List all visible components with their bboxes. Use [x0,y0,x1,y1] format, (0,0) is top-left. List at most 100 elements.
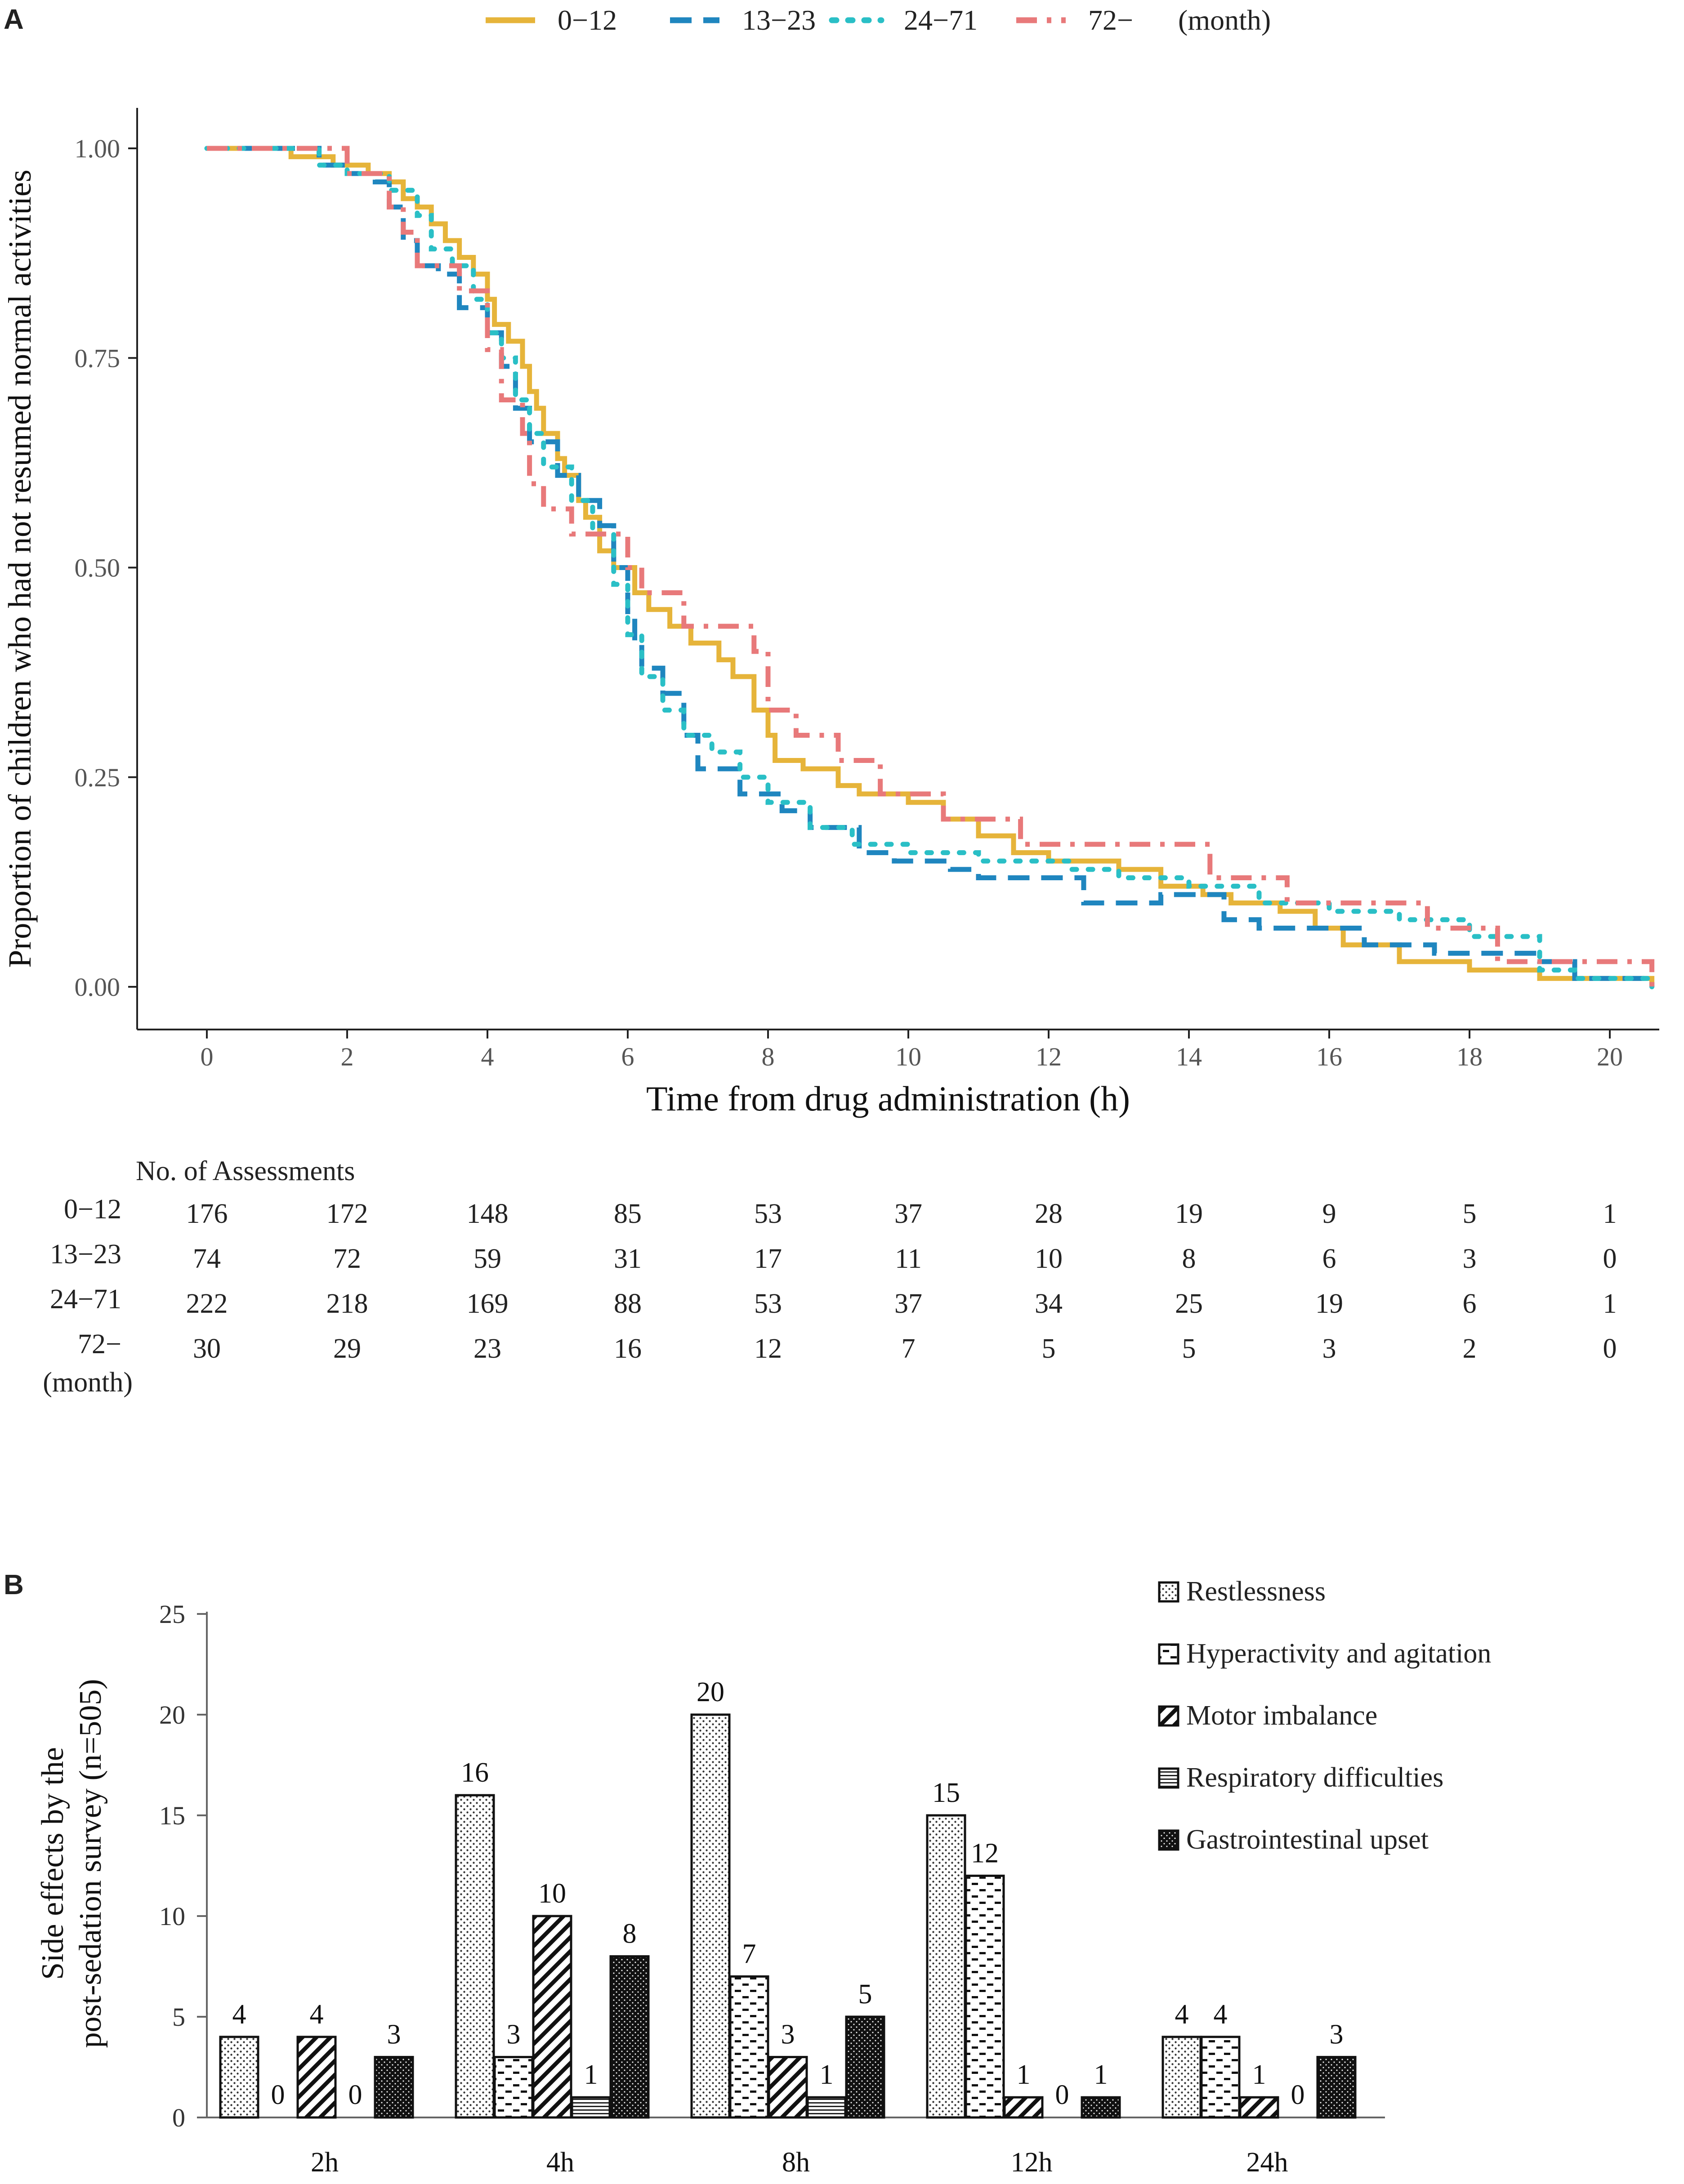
risk-table-title: No. of Assessments [136,1156,355,1186]
km-legend: 0−12 13−23 24−71 72− (month) [486,4,1271,36]
risk-cell: 5 [1463,1199,1477,1229]
y-tick-label: 1.00 [75,134,121,163]
bar-3 [806,2096,847,2119]
bar-4 [1081,2096,1121,2119]
bar-2 [1003,2096,1044,2119]
x-tick-label: 18 [1456,1042,1483,1071]
bar-legend-label-3: Respiratory difficulties [1186,1762,1443,1793]
bar-4 [845,2015,885,2119]
risk-cell: 53 [754,1288,782,1319]
x-tick-label: 10 [895,1042,921,1071]
bar-0 [690,1713,731,2119]
bar-y-tick-label: 0 [172,2103,185,2132]
bar-legend-swatch-4 [1158,1829,1179,1851]
risk-cell: 1 [1603,1288,1617,1319]
y-tick-label: 0.75 [75,343,121,373]
risk-cell: 5 [1042,1333,1056,1364]
risk-cell: 5 [1182,1333,1196,1364]
bar-2 [532,1915,572,2119]
x-tick-label: 4 [481,1042,494,1071]
bar-legend: Restlessness Hyperactivity and agitation M… [1158,1576,1491,1855]
risk-cell: 12 [754,1333,782,1364]
km-chart: 0−12 13−23 24−71 72− (month) 0 2 4 6 8 10 12 14 16 18… [2,4,1659,1398]
bar-value-label: 1 [1017,2059,1031,2090]
bar-legend-label-0: Restlessness [1186,1576,1326,1607]
bar-value-label: 0 [348,2080,362,2110]
km-axes: 0 2 4 6 8 10 12 14 16 18 20 0.00 0.25 0.50 0.75 1.00 Tim… [2,108,1659,1118]
risk-cell: 7 [902,1333,916,1364]
risk-cell: 34 [1035,1288,1063,1319]
panel-b: B [0,1484,1684,2184]
bar-value-label: 8 [623,1919,637,1949]
risk-cell: 9 [1322,1199,1336,1229]
bar-4 [1316,2056,1357,2119]
bar-value-label: 16 [461,1757,489,1788]
risk-cell: 59 [473,1244,501,1274]
x-tick-label: 14 [1176,1042,1202,1071]
x-tick-label: 0 [201,1042,214,1071]
risk-cell: 72 [333,1244,361,1274]
x-axis-title: Time from drug administration (h) [646,1079,1130,1118]
bar-value-label: 1 [1094,2059,1108,2090]
y-tick-label: 0.50 [75,553,121,583]
bar-value-label: 0 [1055,2080,1069,2110]
risk-cell: 37 [894,1288,922,1319]
risk-cell: 17 [754,1244,782,1274]
x-tick-label: 8 [762,1042,775,1071]
bar-category-label: 2h [311,2147,339,2178]
bar-legend-swatch-2 [1158,1705,1179,1727]
bar-value-label: 1 [820,2059,834,2090]
km-line-1 [207,146,1655,987]
bar-value-label: 4 [1214,1999,1228,2030]
bar-value-label: 4 [310,1999,324,2030]
risk-row-label: 72− [78,1329,121,1359]
bar-1 [1200,2036,1241,2119]
bar-0 [926,1814,966,2119]
bar-1 [965,1874,1005,2119]
risk-cell: 218 [326,1288,368,1319]
legend-label-2: 24−71 [904,4,978,36]
bar-value-label: 4 [1175,1999,1189,2030]
risk-cell: 23 [473,1333,501,1364]
bar-value-label: 3 [1330,2019,1344,2050]
risk-cell: 53 [754,1199,782,1229]
bar-value-label: 15 [932,1778,960,1808]
bar-value-label: 10 [538,1878,566,1909]
bar-value-label: 1 [1252,2059,1266,2090]
bar-value-label: 3 [507,2019,521,2050]
risk-cell: 6 [1322,1244,1336,1274]
bar-category-label: 8h [782,2147,810,2178]
risk-cell: 29 [333,1333,361,1364]
risk-cell: 6 [1463,1288,1477,1319]
bar-y-axis-title-line2: post-sedation survey (n=505) [73,1679,108,2048]
x-tick-label: 16 [1316,1042,1342,1071]
x-tick-label: 2 [341,1042,354,1071]
risk-cell: 2 [1463,1333,1477,1364]
panel-a: A 0−12 13−23 24−71 72− (month) 0 2 4 6 8 10 12 14 16… [2,4,1659,1398]
risk-cell: 88 [614,1288,642,1319]
risk-cell: 25 [1175,1288,1203,1319]
bar-4 [374,2056,414,2119]
risk-cell: 0 [1603,1333,1617,1364]
bar-2 [296,2036,337,2119]
risk-cell: 85 [614,1199,642,1229]
risk-cell: 31 [614,1244,642,1274]
bar-4 [609,1955,650,2119]
risk-row-label: 24−71 [50,1284,121,1315]
bar-y-tick-label: 15 [159,1801,185,1830]
legend-label-1: 13−23 [742,4,816,36]
panel-letter-a: A [4,4,24,35]
risk-cell: 176 [186,1199,228,1229]
risk-row-label: 13−23 [50,1239,121,1270]
risk-cell: 1 [1603,1199,1617,1229]
bar-legend-label-2: Motor imbalance [1186,1700,1377,1731]
bar-value-label: 0 [1291,2080,1305,2110]
bar-value-label: 5 [858,1979,872,2010]
bar-value-label: 7 [742,1939,756,1969]
risk-cell: 0 [1603,1244,1617,1274]
bar-value-label: 4 [232,1999,246,2030]
bar-1 [729,1975,769,2119]
